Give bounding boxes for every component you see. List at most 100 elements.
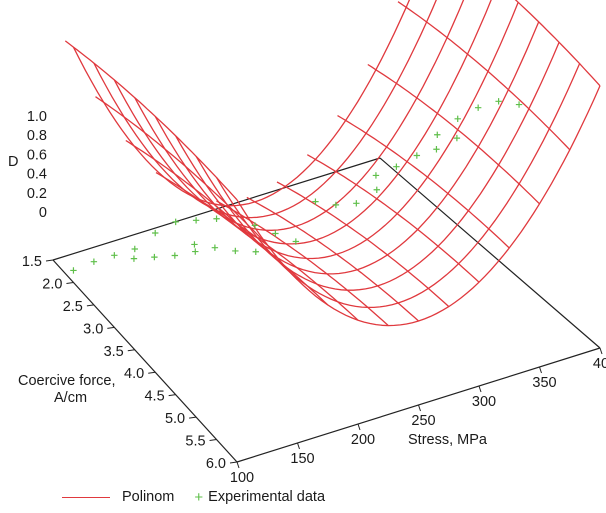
x-tick (236, 461, 240, 469)
y-axis-label-line1: Coercive force, (18, 373, 116, 389)
data-point (131, 245, 138, 253)
x-tick (478, 385, 482, 393)
y-tick-label: 3.5 (104, 344, 124, 360)
x-tick (599, 347, 603, 355)
surface-line-force (175, 21, 540, 275)
surface-line-force (236, 85, 601, 327)
legend-points-label: Experimental data (208, 489, 326, 505)
experimental-points (70, 98, 523, 274)
x-tick-label: 300 (472, 394, 496, 410)
data-point (130, 255, 138, 262)
z-axis-label: D (8, 154, 18, 170)
surface-line-stress (514, 0, 601, 87)
x-tick (418, 404, 421, 412)
y-tick-label: 2.0 (42, 276, 62, 292)
data-point (413, 152, 421, 159)
surface-mesh (64, 0, 601, 327)
y-tick (127, 349, 135, 352)
back-edge-line (52, 157, 381, 261)
data-point (495, 98, 502, 105)
data-point (453, 134, 461, 142)
data-point (474, 104, 482, 111)
data-point (433, 146, 440, 153)
y-tick-label: 4.5 (144, 389, 164, 405)
data-point (272, 230, 279, 237)
y-tick (86, 304, 94, 307)
data-point (151, 253, 158, 261)
data-point (111, 252, 118, 259)
data-point (171, 252, 179, 259)
data-point (372, 172, 380, 179)
data-point (211, 244, 219, 251)
data-point (434, 131, 441, 138)
surface-line-stress (155, 172, 329, 306)
z-tick-label: 0.2 (27, 186, 47, 202)
z-tick-label: 0 (39, 205, 47, 221)
x-tick-label: 100 (230, 470, 254, 486)
x-tick (297, 442, 300, 450)
y-tick-label: 6.0 (206, 456, 226, 472)
y-tick (148, 371, 156, 374)
y-tick (66, 281, 74, 284)
legend: Polinom + Experimental data (62, 486, 325, 508)
surface-line-stress (64, 40, 238, 201)
y-tick-label: 5.5 (185, 434, 205, 450)
x-tick-label: 200 (351, 432, 375, 448)
y-tick-label: 3.0 (83, 321, 103, 337)
legend-line-label: Polinom (122, 489, 175, 505)
data-point (232, 247, 239, 255)
z-tick-label: 0.6 (27, 147, 47, 163)
data-point (393, 163, 400, 170)
x-tick (357, 423, 361, 431)
y-tick (209, 439, 217, 442)
x-tick-label: 150 (290, 451, 314, 467)
surface-line-force (216, 63, 581, 309)
data-point (292, 238, 300, 245)
y-axis-label-line2: A/cm (54, 390, 87, 406)
data-point (332, 201, 340, 209)
y-tick (189, 416, 197, 419)
data-point (192, 248, 199, 255)
data-point (152, 229, 159, 237)
data-point (515, 101, 523, 108)
axes-group (52, 157, 601, 463)
surface-line-stress (367, 63, 540, 205)
data-point (191, 241, 198, 248)
z-tick-label: 0.8 (27, 128, 47, 144)
data-point (90, 258, 98, 265)
surface-line-force (72, 0, 411, 207)
surface-line-force (93, 0, 437, 219)
y-tick-label: 1.5 (22, 254, 42, 270)
y-tick-label: 4.0 (124, 366, 144, 382)
y-tick (45, 259, 54, 262)
z-tick-label: 1.0 (27, 109, 47, 125)
x-tick (539, 366, 542, 374)
data-point (251, 222, 259, 229)
x-axis-label: Stress, MPa (408, 432, 488, 448)
right-edge-line (379, 157, 601, 349)
y-axis-line (52, 259, 238, 463)
data-point (192, 217, 200, 224)
legend-plus-icon: + (194, 488, 204, 506)
x-tick-label: 350 (532, 375, 556, 391)
surface-line-force (113, 0, 465, 231)
y-tick (229, 461, 238, 464)
data-point (172, 218, 179, 226)
data-point (252, 248, 259, 255)
y-tick-label: 5.0 (165, 411, 185, 427)
x-tick-label: 400 (593, 356, 606, 372)
data-point (373, 186, 380, 193)
surface-line-stress (95, 96, 268, 246)
surface-line-force (195, 42, 560, 291)
data-point (213, 215, 220, 222)
y-tick (107, 326, 115, 329)
y-tick-label: 2.5 (63, 299, 83, 315)
data-point (70, 267, 77, 274)
data-point (454, 115, 461, 123)
z-tick-label: 0.4 (27, 167, 47, 183)
x-tick-label: 250 (411, 413, 435, 429)
surface-line-force (154, 2, 519, 260)
data-point (312, 198, 319, 205)
y-tick (168, 394, 176, 397)
